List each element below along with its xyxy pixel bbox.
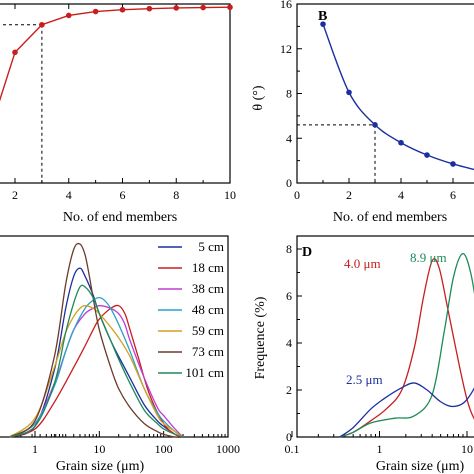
panel-c-legend-label: 59 cm [192,323,224,338]
panel-a-end-member-correlation: 2 4 6 8 10 No. of end members [0,3,236,225]
panel-a-series-line [0,6,231,102]
panel-a-x-tick-label: 10 [224,188,236,202]
panel-b-data-point [372,122,378,128]
panel-c-legend-label: 18 cm [192,260,224,275]
panel-b-x-tick-label: 2 [346,188,352,202]
panel-d-x-tick-label: 0.1 [285,442,300,456]
panel-b-x-tick-label: 0 [294,188,300,202]
panel-a-data-point [12,49,18,56]
panel-d-y-tick-label: 8 [286,242,292,256]
panel-c-legend-label: 101 cm [185,365,224,380]
panel-b-data-point [424,152,430,158]
panel-c-legend-label: 48 cm [192,302,224,317]
panel-d-series-2-5-m [339,382,474,438]
panel-b-data-point [320,21,326,27]
panel-d-y-tick-label: 4 [286,336,292,350]
panel-d-y-axis-label: Frequence (%) [253,296,268,379]
panel-b-series-line [322,23,474,171]
panel-b-x-tick-label: 4 [398,188,404,202]
panel-d-y-tick-label: 6 [286,289,292,303]
panel-a-data-point [227,4,233,11]
panel-c-frame [0,235,229,438]
panel-d-label: D [302,245,312,260]
panel-d-x-tick-label: 1 [377,442,383,456]
panel-d-peak-annotation: 8.9 μm [410,250,447,265]
panel-b-y-tick-label: 0 [286,176,292,190]
panel-a-x-tick-label: 4 [66,188,72,202]
panel-d-y-tick-label: 2 [286,383,292,397]
panel-d-peak-annotation: 4.0 μm [344,256,381,271]
panel-a-x-tick-label: 6 [120,188,126,202]
panel-c-series-48-cm [9,296,184,438]
panel-b-y-tick-label: 8 [286,87,292,101]
panel-b-frame [296,3,474,184]
panel-c-x-tick-label: 1000 [216,442,240,456]
panel-a-data-point [146,5,153,12]
panel-d-peak-annotation: 2.5 μm [346,372,383,387]
panel-d-y-tick-label: 0 [286,430,292,444]
panel-d-series-8-9-m [339,253,474,438]
panel-c-series-101-cm [9,284,184,438]
panel-a-data-point [39,21,45,28]
panel-a-data-point [92,8,99,15]
panel-b-x-axis-label: No. of end members [333,210,447,225]
panel-c-legend-label: 5 cm [198,239,224,254]
panel-b-angular-deviation: B 0 2 4 6 0 4 8 12 16 No. of end members θ (°) [251,0,474,225]
panel-d-end-member-distributions: D 0.1 1 10 0 2 4 6 8 Grain size (μm) Frequence (%)… [253,235,474,474]
panel-b-x-tick-label: 6 [450,188,456,202]
panel-b-data-point [346,89,352,96]
panel-c-x-axis-label: Grain size (μm) [56,459,145,474]
panel-d-frame [296,235,474,438]
panel-d-x-axis-label: Grain size (μm) [376,459,465,474]
panel-a-x-axis-label: No. of end members [63,210,177,225]
panel-b-y-tick-label: 4 [286,131,292,145]
panel-a-data-point [173,5,180,11]
panel-a-frame [0,3,231,184]
panel-d-x-tick-label: 10 [461,442,473,456]
panel-c-x-tick-label: 10 [93,442,105,456]
panel-a-x-tick-label: 8 [173,188,179,202]
panel-d-series-4-0-m [339,258,474,438]
panel-c-sample-grain-size-distributions: 1 10 100 1000 Grain size (μm) 5 cm 18 cm 38 cm 4… [0,235,240,474]
panel-b-y-tick-label: 12 [280,42,292,56]
panel-c-legend-label: 73 cm [192,344,224,359]
panel-c-legend-label: 38 cm [192,281,224,296]
panel-a-data-point [119,6,126,13]
panel-c-x-tick-label: 1 [32,442,38,456]
panel-b-data-point [450,161,456,167]
panel-c-x-tick-label: 100 [155,442,173,456]
panel-b-label: B [318,9,327,24]
panel-b-data-point [398,139,404,146]
panel-a-x-tick-label: 2 [12,188,18,202]
panel-a-data-point [200,4,206,11]
panel-b-y-axis-label: θ (°) [251,85,266,110]
panel-c-series-73-cm [9,242,184,438]
panel-c-series-59-cm [9,305,184,438]
panel-a-data-point [65,12,72,19]
panel-b-y-tick-label: 16 [280,0,292,11]
